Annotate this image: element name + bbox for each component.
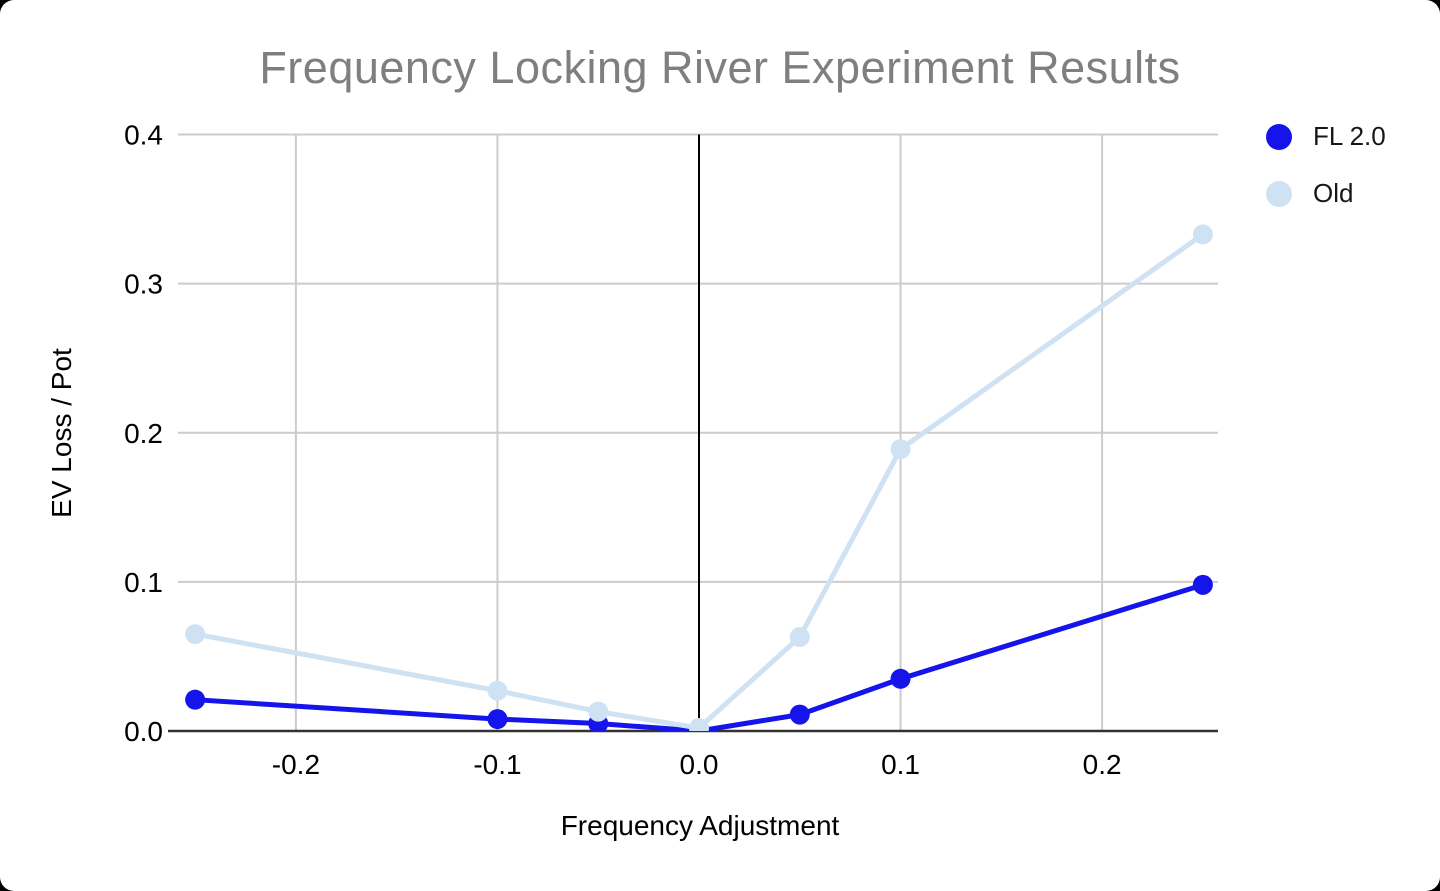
chart-title: Frequency Locking River Experiment Resul… — [259, 42, 1181, 93]
x-tick-label: 0.0 — [680, 749, 719, 780]
data-point[interactable] — [588, 701, 609, 722]
legend-swatch-old-icon — [1266, 180, 1292, 207]
y-tick-label: 0.0 — [124, 716, 163, 747]
y-tick-label: 0.4 — [124, 120, 163, 151]
data-point[interactable] — [890, 668, 911, 689]
y-tick-label: 0.2 — [124, 418, 163, 449]
chart-legend: FL 2.0 Old — [1266, 121, 1386, 209]
data-point[interactable] — [789, 627, 810, 648]
legend-item-fl-2-0[interactable]: FL 2.0 — [1266, 121, 1386, 152]
data-point[interactable] — [1192, 224, 1213, 245]
y-tick-label: 0.3 — [124, 269, 163, 300]
data-point[interactable] — [689, 718, 710, 738]
legend-label-fl-2-0: FL 2.0 — [1313, 121, 1386, 151]
y-axis-title: EV Loss / Pot — [46, 348, 77, 518]
series-fl-2-0 — [185, 574, 1213, 731]
x-tick-label: 0.2 — [1083, 749, 1122, 780]
x-tick-label: 0.1 — [881, 749, 920, 780]
y-tick-label: 0.1 — [124, 567, 163, 598]
x-tick-label: -0.1 — [473, 749, 521, 780]
series-old — [185, 224, 1213, 738]
data-point[interactable] — [185, 689, 206, 710]
data-point[interactable] — [185, 624, 206, 645]
data-point[interactable] — [789, 704, 810, 725]
legend-swatch-fl-2-0-icon — [1266, 123, 1292, 150]
data-point[interactable] — [890, 439, 911, 460]
legend-label-old: Old — [1313, 178, 1354, 208]
x-tick-label: -0.2 — [272, 749, 320, 780]
data-point[interactable] — [487, 709, 508, 730]
legend-item-old[interactable]: Old — [1266, 178, 1386, 209]
x-axis-title: Frequency Adjustment — [560, 810, 840, 841]
data-point[interactable] — [487, 680, 508, 701]
data-point[interactable] — [1192, 574, 1213, 595]
